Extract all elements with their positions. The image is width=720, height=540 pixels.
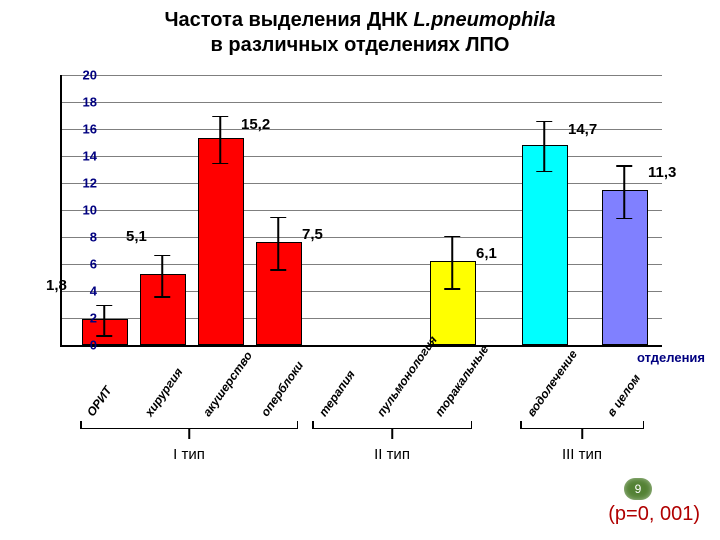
value-label: 15,2	[241, 116, 270, 133]
slide-number-badge: 9	[624, 478, 652, 500]
grid-line	[62, 183, 662, 184]
value-label: 1,8	[46, 277, 67, 294]
y-tick-label: 8	[62, 230, 97, 245]
plot-region	[60, 75, 662, 347]
group-label: I тип	[173, 446, 205, 463]
group-bracket	[520, 428, 644, 439]
category-label: терапия	[316, 368, 358, 419]
grid-line	[62, 237, 662, 238]
p-value: (р=0, 001)	[608, 503, 700, 526]
bar	[430, 261, 476, 345]
y-tick-label: 12	[62, 176, 97, 191]
category-label: оперблоки	[258, 359, 306, 419]
bar	[602, 190, 648, 345]
y-tick-label: 6	[62, 257, 97, 272]
grid-line	[62, 102, 662, 103]
value-label: 6,1	[476, 245, 497, 262]
y-tick-label: 4	[62, 284, 97, 299]
y-tick-label: 0	[62, 338, 97, 353]
category-label: торакальные	[432, 342, 491, 419]
error-bar	[219, 116, 221, 165]
y-tick-label: 14	[62, 149, 97, 164]
title-line-2: в различных отделениях ЛПО	[211, 34, 510, 56]
group-label: III тип	[562, 446, 602, 463]
title-part-b: L.pneumophila	[413, 9, 555, 31]
value-label: 5,1	[126, 228, 147, 245]
bar	[140, 274, 186, 345]
value-label: 14,7	[568, 121, 597, 138]
y-tick-label: 16	[62, 122, 97, 137]
error-bar	[161, 255, 163, 298]
y-tick-label: 2	[62, 311, 97, 326]
grid-line	[62, 75, 662, 76]
chart-title: Частота выделения ДНК L.pneumophila в ра…	[0, 0, 720, 58]
y-tick-label: 10	[62, 203, 97, 218]
group-bracket	[312, 428, 472, 439]
title-part-a: Частота выделения ДНК	[164, 9, 413, 31]
category-label: ОРИТ	[84, 384, 115, 419]
category-label: в целом	[604, 372, 643, 420]
x-axis-title: отделения	[637, 350, 705, 365]
value-label: 11,3	[648, 164, 676, 181]
bar	[522, 145, 568, 345]
category-label: хирургия	[142, 365, 185, 419]
bar	[198, 138, 244, 345]
error-bar	[623, 165, 625, 219]
value-label: 7,5	[302, 226, 323, 243]
bar	[256, 242, 302, 345]
chart-area: % отделения 024681012141618201,8ОРИТ5,1х…	[15, 70, 705, 440]
grid-line	[62, 156, 662, 157]
y-tick-label: 18	[62, 95, 97, 110]
category-label: акушерство	[200, 349, 255, 419]
error-bar	[277, 217, 279, 271]
y-tick-label: 20	[62, 68, 97, 83]
grid-line	[62, 210, 662, 211]
error-bar	[451, 236, 453, 290]
grid-line	[62, 264, 662, 265]
group-bracket	[80, 428, 298, 439]
category-label: водолечение	[524, 347, 580, 419]
error-bar	[103, 305, 105, 337]
group-label: II тип	[374, 446, 410, 463]
error-bar	[543, 121, 545, 172]
